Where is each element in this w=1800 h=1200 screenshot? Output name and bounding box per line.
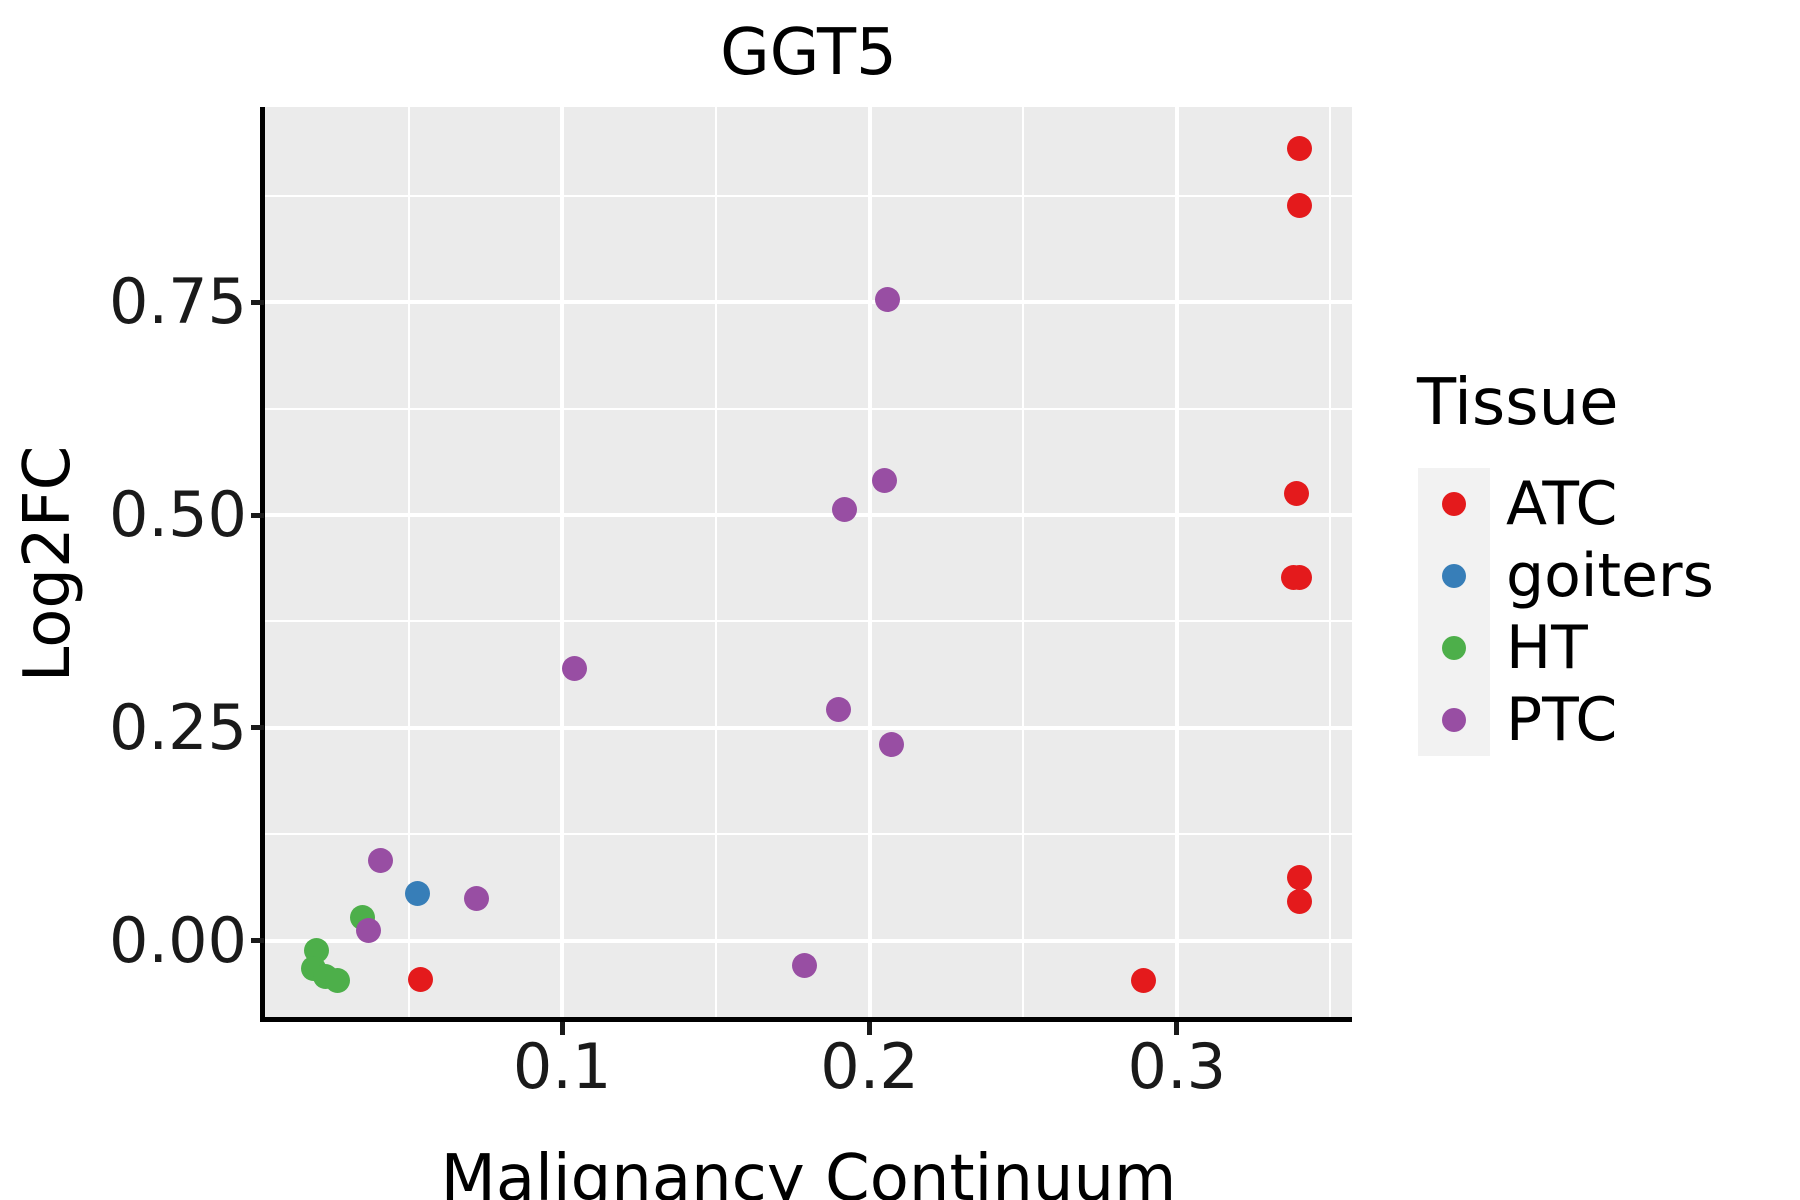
data-point — [792, 953, 818, 979]
data-point — [368, 848, 394, 874]
legend-item: PTC — [1418, 684, 1714, 756]
legend-item: goiters — [1418, 540, 1714, 612]
legend-label: ATC — [1506, 469, 1618, 539]
legend-dot-icon — [1442, 708, 1466, 732]
legend-dot-icon — [1442, 636, 1466, 660]
data-point — [826, 696, 852, 722]
legend-item: ATC — [1418, 468, 1714, 540]
data-point — [408, 966, 434, 992]
x-axis-title: Malignancy Continuum — [440, 1142, 1177, 1200]
gridline-x-major — [1174, 107, 1179, 1021]
legend-label: PTC — [1506, 685, 1618, 755]
data-point — [832, 496, 858, 522]
y-tick-label: 0.00 — [108, 903, 247, 977]
gridline-y-major — [265, 300, 1352, 305]
data-point — [463, 885, 489, 911]
data-point — [875, 287, 901, 312]
x-tick-mark — [867, 1022, 872, 1035]
legend: ATC goiters HT PTC — [1418, 468, 1714, 756]
gridline-y-major — [265, 938, 1352, 943]
gridline-x-minor — [714, 107, 717, 1021]
data-point — [405, 880, 431, 906]
gridline-y-minor — [265, 620, 1352, 623]
gridline-x-minor — [1022, 107, 1025, 1021]
data-point — [561, 655, 587, 681]
x-tick-label: 0.2 — [820, 1030, 919, 1103]
y-tick-label: 0.75 — [108, 265, 247, 339]
gridline-x-minor — [1329, 107, 1332, 1021]
data-point — [1287, 889, 1313, 915]
gridline-y-minor — [265, 194, 1352, 197]
x-axis-line — [260, 1017, 1352, 1022]
chart-title: GGT5 — [720, 16, 897, 90]
x-tick-label: 0.3 — [1127, 1030, 1227, 1103]
data-point — [1287, 136, 1313, 162]
data-point — [325, 967, 351, 993]
gridline-x-major — [560, 107, 565, 1021]
gridline-y-minor — [265, 833, 1352, 836]
y-tick-mark — [251, 938, 264, 944]
legend-label: HT — [1506, 613, 1588, 683]
data-point — [1130, 967, 1156, 993]
y-tick-label: 0.50 — [108, 478, 247, 552]
legend-label: goiters — [1506, 541, 1714, 611]
data-point — [1287, 864, 1313, 890]
data-point — [872, 468, 898, 494]
legend-key — [1418, 612, 1490, 684]
y-tick-mark — [251, 299, 264, 305]
legend-key — [1418, 540, 1490, 612]
y-tick-mark — [251, 512, 264, 518]
y-tick-mark — [251, 725, 264, 731]
gridline-y-minor — [265, 407, 1352, 410]
gridline-x-minor — [407, 107, 410, 1021]
y-tick-label: 0.25 — [108, 690, 247, 764]
x-tick-label: 0.1 — [512, 1030, 612, 1103]
data-point — [1287, 193, 1313, 219]
legend-title: Tissue — [1417, 366, 1619, 440]
legend-key — [1418, 468, 1490, 540]
y-axis-title: Log2FC — [11, 445, 85, 683]
x-tick-mark — [1174, 1022, 1180, 1035]
data-point — [1284, 481, 1310, 507]
data-point — [356, 918, 382, 944]
plot-panel — [265, 107, 1352, 1021]
gridline-x-major — [867, 107, 872, 1021]
legend-key — [1418, 684, 1490, 756]
legend-dot-icon — [1442, 564, 1466, 588]
y-axis-line — [260, 107, 265, 1022]
legend-item: HT — [1418, 612, 1714, 684]
x-tick-mark — [559, 1022, 565, 1035]
gridline-y-major — [265, 725, 1352, 730]
gridline-y-major — [265, 513, 1352, 518]
data-point — [1287, 564, 1313, 590]
legend-dot-icon — [1442, 492, 1466, 516]
data-point — [878, 731, 904, 757]
